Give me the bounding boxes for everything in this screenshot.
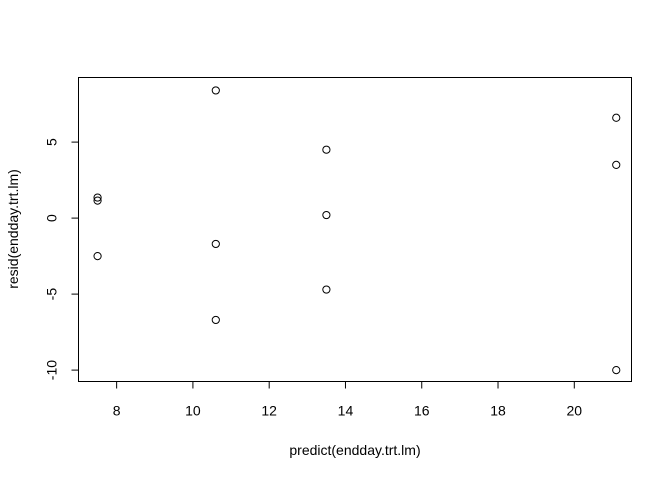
x-tick-label: 10 (185, 403, 201, 419)
x-tick-label: 12 (261, 403, 277, 419)
y-axis: -10 -5 0 5 (44, 138, 79, 380)
data-point (322, 145, 331, 154)
data-point (93, 252, 102, 261)
y-tick-label: -10 (44, 360, 60, 380)
x-axis-label: predict(endday.trt.lm) (289, 442, 420, 458)
data-point (211, 86, 220, 95)
data-point (211, 315, 220, 325)
data-points (93, 86, 621, 375)
data-point (93, 193, 102, 202)
x-axis: 8 10 12 14 16 18 20 (113, 381, 583, 419)
data-point (612, 366, 621, 375)
y-tick-label: 0 (44, 214, 60, 222)
data-point (612, 160, 621, 169)
data-point (612, 113, 621, 122)
data-point (93, 196, 102, 205)
y-axis-label: resid(endday.trt.lm) (5, 169, 21, 289)
data-point (322, 285, 331, 294)
x-tick-label: 8 (113, 403, 121, 419)
y-tick-label: -5 (44, 288, 60, 301)
data-point (322, 210, 331, 220)
y-tick-label: 5 (44, 138, 60, 146)
data-point (211, 239, 220, 249)
plot-frame (78, 77, 632, 382)
x-tick-label: 14 (338, 403, 354, 419)
x-tick-label: 16 (414, 403, 430, 419)
x-tick-label: 18 (490, 403, 506, 419)
x-tick-label: 20 (567, 403, 583, 419)
